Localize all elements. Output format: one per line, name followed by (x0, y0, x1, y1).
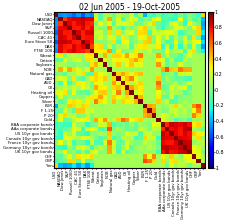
Title: 02 Jun 2005 - 19-Oct-2005: 02 Jun 2005 - 19-Oct-2005 (79, 3, 180, 12)
